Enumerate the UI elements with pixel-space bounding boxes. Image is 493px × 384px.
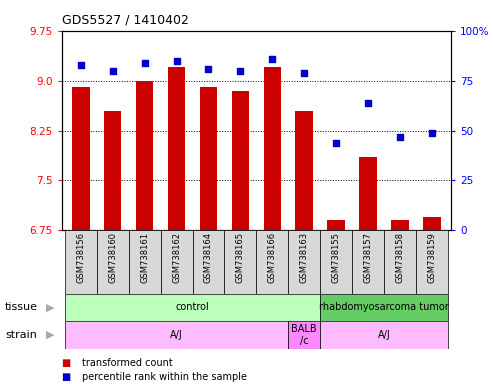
Point [205,66,212,72]
Bar [320,294,448,321]
Text: GSM738155: GSM738155 [332,232,341,283]
Bar [65,230,97,294]
Bar [416,230,448,294]
Bar [192,230,224,294]
Bar [136,81,153,230]
Text: ▶: ▶ [46,330,54,340]
Bar [320,321,448,349]
Text: rhabdomyosarcoma tumor: rhabdomyosarcoma tumor [319,302,449,312]
Point [141,60,148,66]
Text: tissue: tissue [5,302,38,312]
Text: ▶: ▶ [46,302,54,312]
Bar [256,230,288,294]
Bar [72,87,90,230]
Text: ■: ■ [62,358,71,368]
Text: A/J: A/J [170,330,183,340]
Bar [129,230,161,294]
Text: control: control [176,302,210,312]
Text: percentile rank within the sample: percentile rank within the sample [82,372,247,382]
Bar [97,230,129,294]
Bar [168,67,185,230]
Text: GSM738165: GSM738165 [236,232,245,283]
Bar [423,217,441,230]
Point [77,61,85,68]
Bar [288,321,320,349]
Text: BALB
/c: BALB /c [291,324,317,346]
Point [109,68,117,74]
Text: GSM738164: GSM738164 [204,232,213,283]
Text: A/J: A/J [378,330,390,340]
Text: transformed count: transformed count [82,358,173,368]
Point [332,139,340,146]
Text: GSM738158: GSM738158 [395,232,405,283]
Bar [232,91,249,230]
Bar [295,111,313,230]
Text: strain: strain [5,330,37,340]
Bar [288,230,320,294]
Point [268,56,276,62]
Bar [384,230,416,294]
Text: GSM738156: GSM738156 [76,232,85,283]
Bar [352,230,384,294]
Text: ■: ■ [62,372,71,382]
Bar [104,111,121,230]
Text: GSM738157: GSM738157 [364,232,373,283]
Bar [200,87,217,230]
Bar [264,67,281,230]
Text: GSM738166: GSM738166 [268,232,277,283]
Point [173,58,180,64]
Text: GSM738163: GSM738163 [300,232,309,283]
Point [237,68,245,74]
Point [396,134,404,140]
Text: GSM738162: GSM738162 [172,232,181,283]
Bar [65,294,320,321]
Point [428,129,436,136]
Bar [224,230,256,294]
Text: GSM738161: GSM738161 [140,232,149,283]
Bar [391,220,409,230]
Bar [327,220,345,230]
Bar [161,230,192,294]
Bar [320,230,352,294]
Point [300,70,308,76]
Bar [65,321,288,349]
Point [364,99,372,106]
Text: GSM738160: GSM738160 [108,232,117,283]
Text: GSM738159: GSM738159 [427,232,436,283]
Text: GDS5527 / 1410402: GDS5527 / 1410402 [62,14,188,27]
Bar [359,157,377,230]
